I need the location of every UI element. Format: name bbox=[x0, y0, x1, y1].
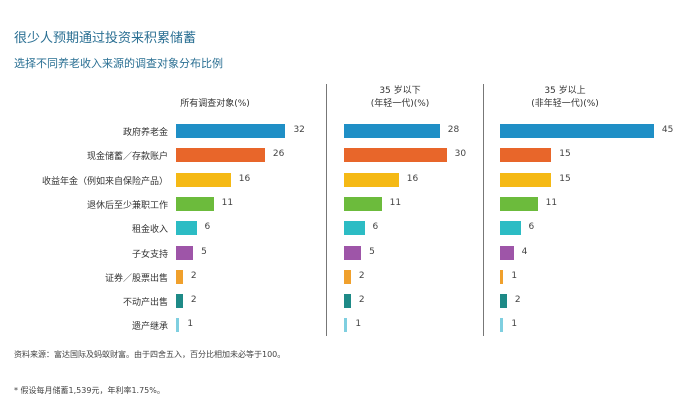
bar bbox=[344, 318, 348, 333]
data-label: 11 bbox=[389, 197, 402, 208]
data-label: 15 bbox=[559, 149, 571, 160]
panel-header: (年轻一代)(%) bbox=[370, 99, 430, 109]
bar bbox=[344, 172, 399, 187]
panel-divider bbox=[326, 84, 327, 336]
category-label: 租金收入 bbox=[131, 225, 168, 236]
bar bbox=[500, 294, 507, 309]
data-label: 28 bbox=[447, 125, 460, 135]
data-label: 5 bbox=[201, 246, 207, 257]
data-label: 1 bbox=[511, 319, 518, 330]
data-label: 6 bbox=[372, 222, 379, 233]
data-label: 45 bbox=[661, 125, 674, 135]
bar bbox=[500, 269, 504, 284]
data-label: 26 bbox=[272, 149, 285, 160]
data-label: 6 bbox=[204, 222, 211, 233]
data-label: 1 bbox=[511, 270, 518, 281]
footnote: * 假设每月储蓄1,539元，年利率1.75%。 bbox=[14, 386, 165, 395]
category-label: 证券／股票出售 bbox=[104, 273, 168, 284]
category-label: 政府养老金 bbox=[122, 128, 168, 138]
bar bbox=[176, 318, 180, 333]
bar bbox=[500, 221, 521, 236]
bar bbox=[500, 196, 538, 211]
data-label: 5 bbox=[369, 246, 375, 257]
data-label: 2 bbox=[358, 295, 365, 306]
bar bbox=[500, 148, 552, 163]
category-label: 子女支持 bbox=[131, 249, 168, 260]
bar bbox=[176, 124, 286, 138]
data-label: 2 bbox=[514, 295, 521, 306]
chart-subtitle: 选择不同养老收入来源的调查对象分布比例 bbox=[14, 57, 223, 70]
bar bbox=[344, 148, 447, 163]
panel-header: 所有调查对象(%) bbox=[180, 99, 250, 109]
data-label: 11 bbox=[221, 197, 234, 208]
bar bbox=[344, 269, 351, 284]
data-label: 15 bbox=[559, 173, 571, 184]
data-label: 16 bbox=[238, 173, 251, 184]
source-note: 资料来源：富达国际及蚂蚁财富。由于四舍五入，百分比相加未必等于100。 bbox=[14, 350, 286, 359]
bar bbox=[344, 245, 362, 260]
data-label: 2 bbox=[358, 270, 365, 281]
bar bbox=[176, 294, 183, 309]
bar bbox=[344, 221, 365, 236]
bar bbox=[500, 172, 552, 187]
bar bbox=[176, 196, 214, 211]
category-label: 遗产继承 bbox=[131, 322, 168, 333]
bar bbox=[344, 294, 351, 309]
data-label: 4 bbox=[521, 246, 528, 257]
bar bbox=[500, 245, 514, 260]
bar bbox=[344, 196, 382, 211]
data-label: 2 bbox=[190, 270, 197, 281]
panel-header: (非年轻一代)(%) bbox=[531, 99, 599, 109]
panel-divider bbox=[483, 84, 484, 336]
data-label: 11 bbox=[545, 197, 558, 208]
bar bbox=[344, 124, 440, 138]
data-label: 30 bbox=[454, 149, 467, 160]
bar bbox=[500, 124, 654, 138]
data-label: 32 bbox=[293, 125, 305, 135]
data-label: 1 bbox=[187, 319, 194, 330]
bar bbox=[176, 172, 231, 187]
data-label: 6 bbox=[528, 222, 535, 233]
category-label: 现金储蓄／存款账户 bbox=[86, 152, 168, 163]
data-label: 1 bbox=[355, 319, 362, 330]
category-label: 不动产出售 bbox=[122, 298, 168, 309]
data-label: 2 bbox=[190, 295, 197, 306]
category-label: 收益年金（例如来自保险产品） bbox=[41, 176, 168, 187]
panel-header: 35 岁以上 bbox=[544, 86, 586, 96]
bar bbox=[500, 318, 504, 333]
bar bbox=[176, 245, 194, 260]
data-label: 16 bbox=[406, 173, 419, 184]
chart-title: 很少人预期通过投资来积累储蓄 bbox=[14, 31, 197, 46]
bar bbox=[176, 221, 197, 236]
category-label: 退休后至少兼职工作 bbox=[86, 200, 168, 211]
bar bbox=[176, 269, 183, 284]
panel-header: 35 岁以下 bbox=[379, 86, 421, 96]
bar bbox=[176, 148, 265, 163]
